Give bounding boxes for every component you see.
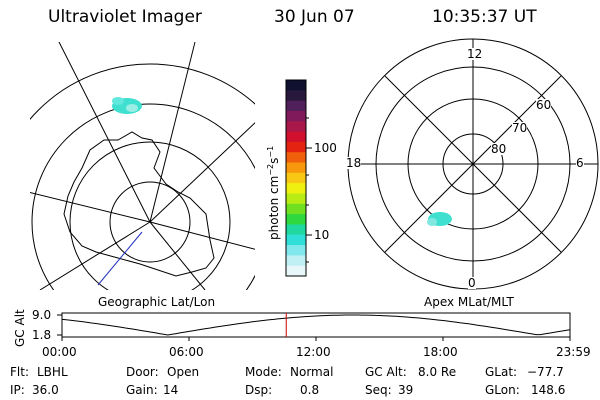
door-value: Open [167, 365, 200, 379]
time-tick-label: 00:00 [42, 345, 77, 359]
mode-label: Mode: [245, 365, 282, 379]
geo-meridian [58, 42, 151, 223]
colorbar-unit-label: photon cm−2s−1 [266, 146, 281, 240]
colorbar-segment [286, 203, 306, 215]
geo-meridian [149, 122, 255, 223]
glon-label: GLon: [485, 383, 520, 397]
gc-alt-label: GC Alt: [365, 365, 407, 379]
colorbar-tick-label: 10 [314, 228, 330, 242]
glat-value: −77.7 [527, 365, 564, 379]
mlat-label-60: 60 [536, 98, 552, 112]
geo-meridian [30, 191, 151, 223]
aurora-patch-mag [427, 212, 452, 226]
seq-value: 39 [398, 383, 414, 397]
mlt-label-18: 18 [346, 156, 362, 170]
mlt-label-12: 12 [467, 47, 483, 61]
antarctica-coastline [63, 131, 215, 277]
altitude-axis-label: GC Alt [13, 309, 27, 347]
dsp-label: Dsp: [245, 383, 273, 397]
mlat-mlt-grid [347, 38, 599, 290]
colorbar-segment [286, 245, 306, 256]
aurora-patch-geo [112, 97, 142, 114]
date-label: 30 Jun 07 [274, 7, 355, 27]
colorbar-segment [286, 172, 306, 184]
glat-label: GLat: [485, 365, 518, 379]
filter-value: LBHL [37, 365, 68, 379]
apex-panel-label: Apex MLat/MLT [424, 295, 514, 309]
geo-meridian [149, 221, 255, 250]
time-tick-label: 12:00 [296, 345, 331, 359]
geo-lat-circle [109, 181, 191, 263]
colorbar [286, 80, 306, 277]
colorbar-segment [286, 193, 306, 205]
mlat-label-70: 70 [512, 121, 528, 135]
colorbar-segment [286, 100, 306, 112]
time-tick-label: 06:00 [169, 345, 204, 359]
colorbar-segment [286, 131, 306, 143]
colorbar-segment [286, 162, 306, 174]
gain-value: 14 [163, 383, 179, 397]
colorbar-segment [286, 141, 306, 153]
filter-label: Flt: [10, 365, 29, 379]
colorbar-segment [286, 224, 306, 236]
mlt-label-6: 6 [576, 156, 584, 170]
dsp-value: 0.8 [300, 383, 320, 397]
colorbar-segment [286, 121, 306, 133]
colorbar-segment [286, 214, 306, 226]
glon-value: 148.6 [531, 383, 566, 397]
geo-lat-circle [31, 103, 255, 290]
geo-meridian [39, 221, 151, 290]
instrument-title: Ultraviolet Imager [48, 7, 202, 27]
geo-meridian [149, 42, 196, 223]
ip-label: IP: [10, 383, 25, 397]
colorbar-segment [286, 152, 306, 164]
mlt-label-0: 0 [468, 276, 476, 290]
altitude-tick-label: 1.8 [32, 328, 52, 342]
geo-lat-circle [69, 141, 231, 290]
door-label: Door: [126, 365, 159, 379]
colorbar-segment [286, 90, 306, 102]
seq-label: Seq: [365, 383, 392, 397]
geo-lat-circle [30, 63, 255, 121]
time-tick-label: 23:59 [556, 345, 591, 359]
gain-label: Gain: [126, 383, 158, 397]
mlt-line-diag [384, 75, 562, 253]
gc-alt-value: 8.0 Re [418, 365, 457, 379]
ip-value: 36.0 [32, 383, 59, 397]
altitude-curve [61, 314, 571, 336]
time-tick-label: 18:00 [423, 345, 458, 359]
satellite-track [97, 231, 143, 286]
mlat-label-80: 80 [491, 142, 507, 156]
altitude-plot-frame [61, 312, 571, 338]
geo-meridian [149, 221, 206, 290]
colorbar-tick-label: 100 [314, 141, 337, 155]
colorbar-segment [286, 265, 306, 277]
colorbar-segment [286, 80, 306, 91]
colorbar-segment [286, 234, 306, 246]
time-label: 10:35:37 UT [432, 7, 537, 27]
mode-value: Normal [290, 365, 334, 379]
colorbar-segment [286, 183, 306, 195]
colorbar-segment [286, 255, 306, 267]
geographic-panel-label: Geographic Lat/Lon [98, 295, 216, 309]
colorbar-segment [286, 110, 306, 122]
altitude-tick-label: 9.0 [32, 308, 52, 322]
